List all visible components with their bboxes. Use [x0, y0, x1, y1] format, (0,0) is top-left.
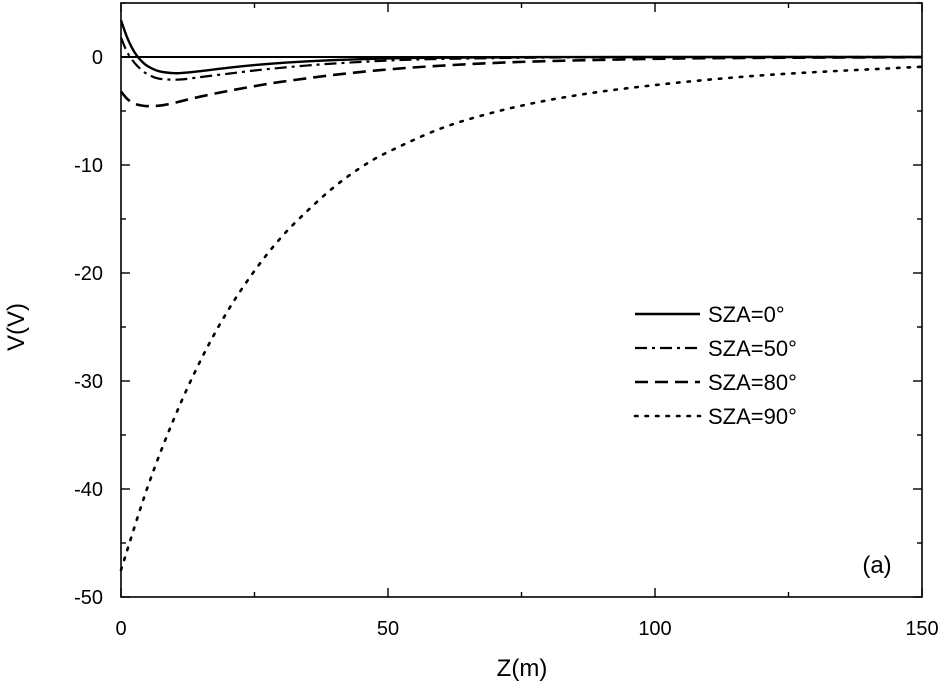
- y-tick-label: 0: [92, 47, 103, 69]
- x-tick-label: 100: [638, 618, 671, 640]
- series-layer: [119, 19, 924, 572]
- legend: SZA=0° SZA=50° SZA=80° SZA=90°: [633, 302, 797, 429]
- y-tick-label: -50: [74, 587, 103, 609]
- series-line-solid: [119, 19, 923, 75]
- series-line-dashdot: [119, 37, 923, 81]
- y-tick-label: -10: [74, 155, 103, 177]
- axes-layer: 0 50 100 150 0 -10 -20 -30 -40 -50: [74, 2, 939, 640]
- y-axis-title: V(V): [3, 303, 30, 351]
- series-line-dashed: [119, 55, 923, 108]
- annotation-label: (a): [862, 552, 891, 579]
- legend-label: SZA=80°: [708, 370, 797, 395]
- plot-frame: [120, 2, 923, 598]
- series-line-dotted: [119, 65, 924, 572]
- x-tick-label: 0: [115, 618, 126, 640]
- x-axis-title: Z(m): [497, 655, 548, 682]
- legend-label: SZA=50°: [708, 336, 797, 361]
- y-tick-label: -30: [74, 371, 103, 393]
- legend-label: SZA=0°: [708, 302, 785, 327]
- legend-label: SZA=90°: [708, 404, 797, 429]
- x-tick-label: 50: [377, 618, 399, 640]
- y-tick-label: -40: [74, 479, 103, 501]
- x-tick-label: 150: [905, 618, 938, 640]
- y-tick-label: -20: [74, 263, 103, 285]
